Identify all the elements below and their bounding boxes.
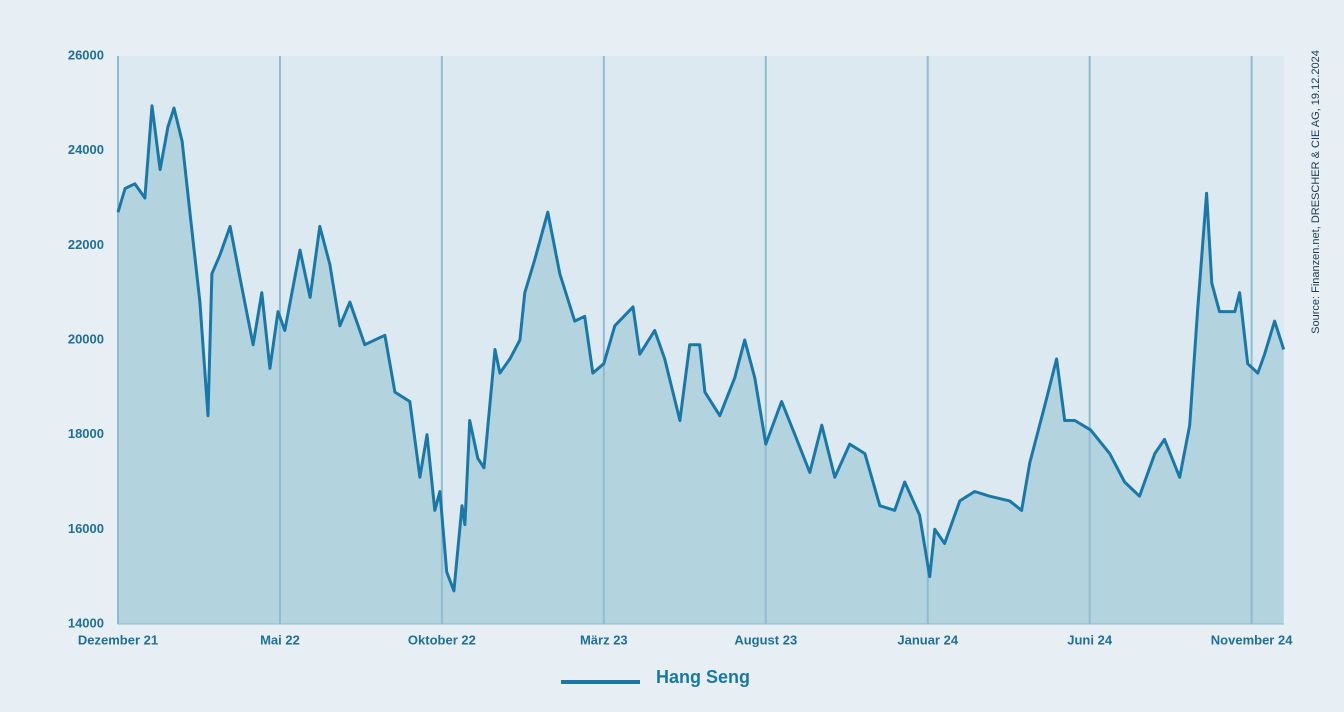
y-tick-label: 18000	[68, 426, 104, 441]
x-tick-label: Juni 24	[1067, 632, 1113, 647]
y-tick-label: 20000	[68, 331, 104, 346]
line	[116, 104, 1286, 593]
x-tick-label: August 23	[734, 632, 797, 647]
y-tick-label: 24000	[68, 142, 104, 157]
source: Source: Finanzen.net, DRESCHER & CIE AG,…	[1310, 50, 1322, 334]
x-tick-label: März 23	[580, 632, 628, 647]
y-tick-label: 26000	[68, 47, 104, 62]
x-tick-label: Dezember 21	[78, 632, 158, 647]
y-tick-label: 22000	[68, 237, 104, 252]
legend-label: Hang Seng	[656, 667, 750, 687]
x-tick-label: Januar 24	[897, 632, 958, 647]
x-tick-label: Mai 22	[260, 632, 300, 647]
y-tick-label: 16000	[68, 521, 104, 536]
x-tick-label: November 24	[1211, 632, 1293, 647]
x-tick-label: Oktober 22	[408, 632, 476, 647]
y-tick-label: 14000	[68, 615, 104, 630]
